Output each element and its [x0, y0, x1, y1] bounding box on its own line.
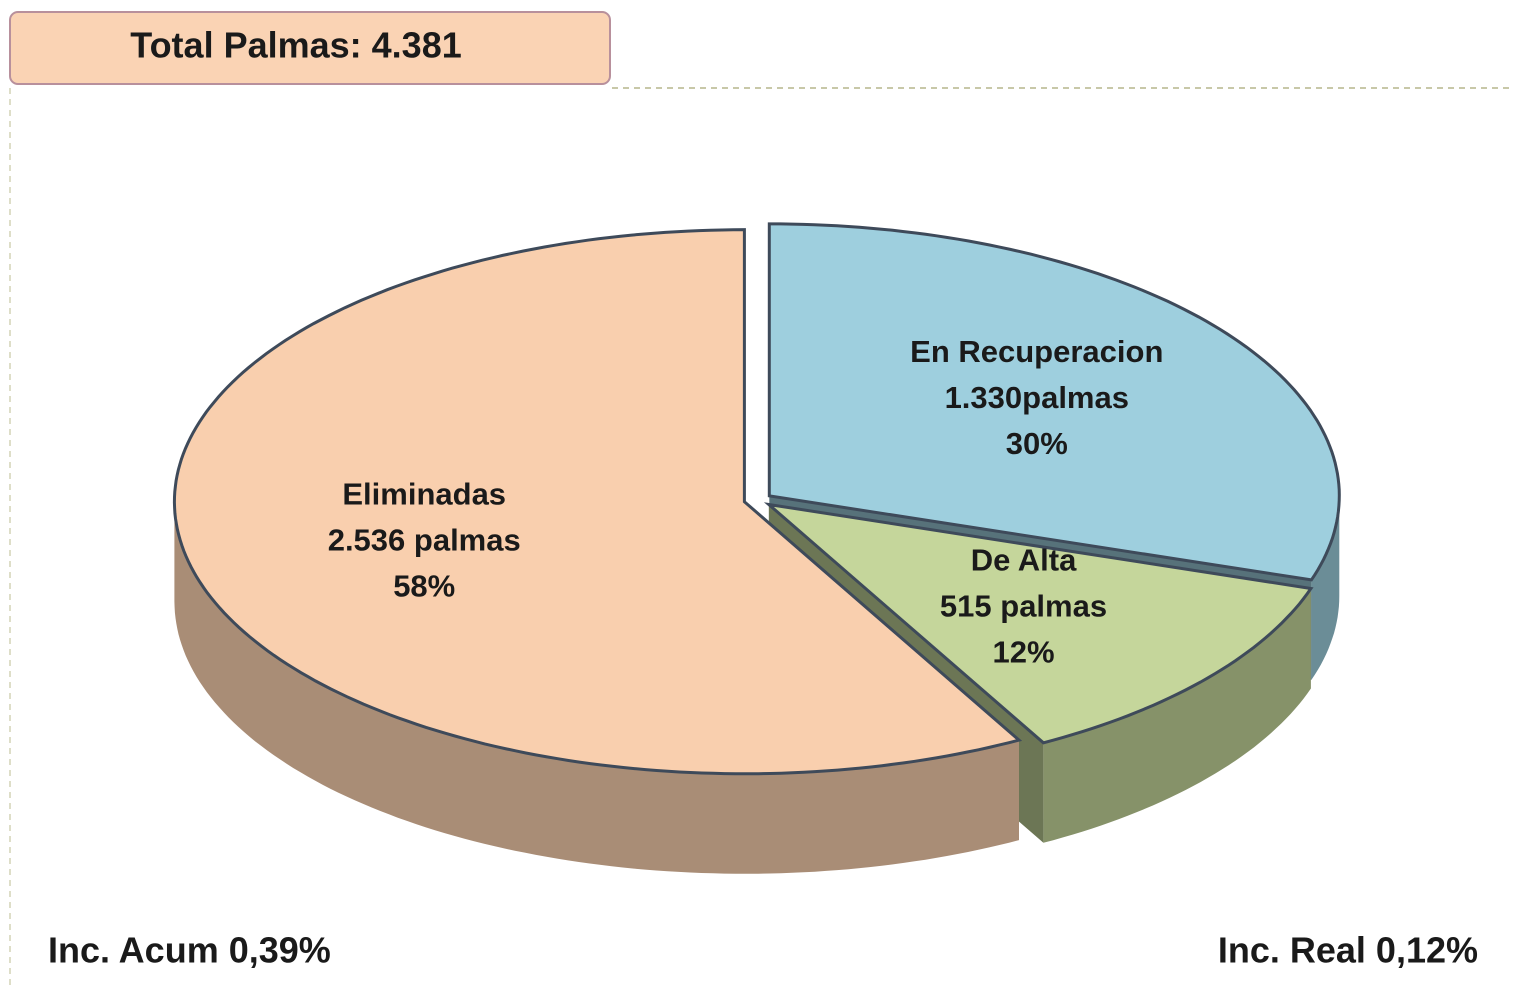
slice-side	[174, 501, 1019, 874]
pie-tops	[172, 222, 1341, 776]
data-label: 30%	[1006, 426, 1068, 461]
slice-side	[1043, 588, 1311, 843]
data-label: De Alta	[971, 543, 1077, 578]
data-label: 515 palmas	[940, 589, 1107, 624]
slice	[763, 502, 1314, 745]
data-label: 12%	[992, 635, 1054, 670]
data-label: Eliminadas	[342, 477, 506, 512]
data-label: En Recuperacion	[910, 334, 1163, 369]
data-label: 2.536 palmas	[328, 523, 521, 558]
chart-title: Total Palmas: 4.381	[130, 25, 462, 66]
data-label: 1.330palmas	[945, 380, 1129, 415]
slice	[767, 222, 1341, 582]
data-label: 58%	[393, 569, 455, 604]
annotation: Inc. Acum 0,39%	[48, 930, 331, 971]
annotation: Inc. Real 0,12%	[1218, 930, 1478, 971]
slice	[172, 228, 1023, 776]
pie-labels: En Recuperacion 1.330palmas 30% De Alta 515 …	[328, 334, 1164, 670]
title-box	[9, 11, 611, 85]
